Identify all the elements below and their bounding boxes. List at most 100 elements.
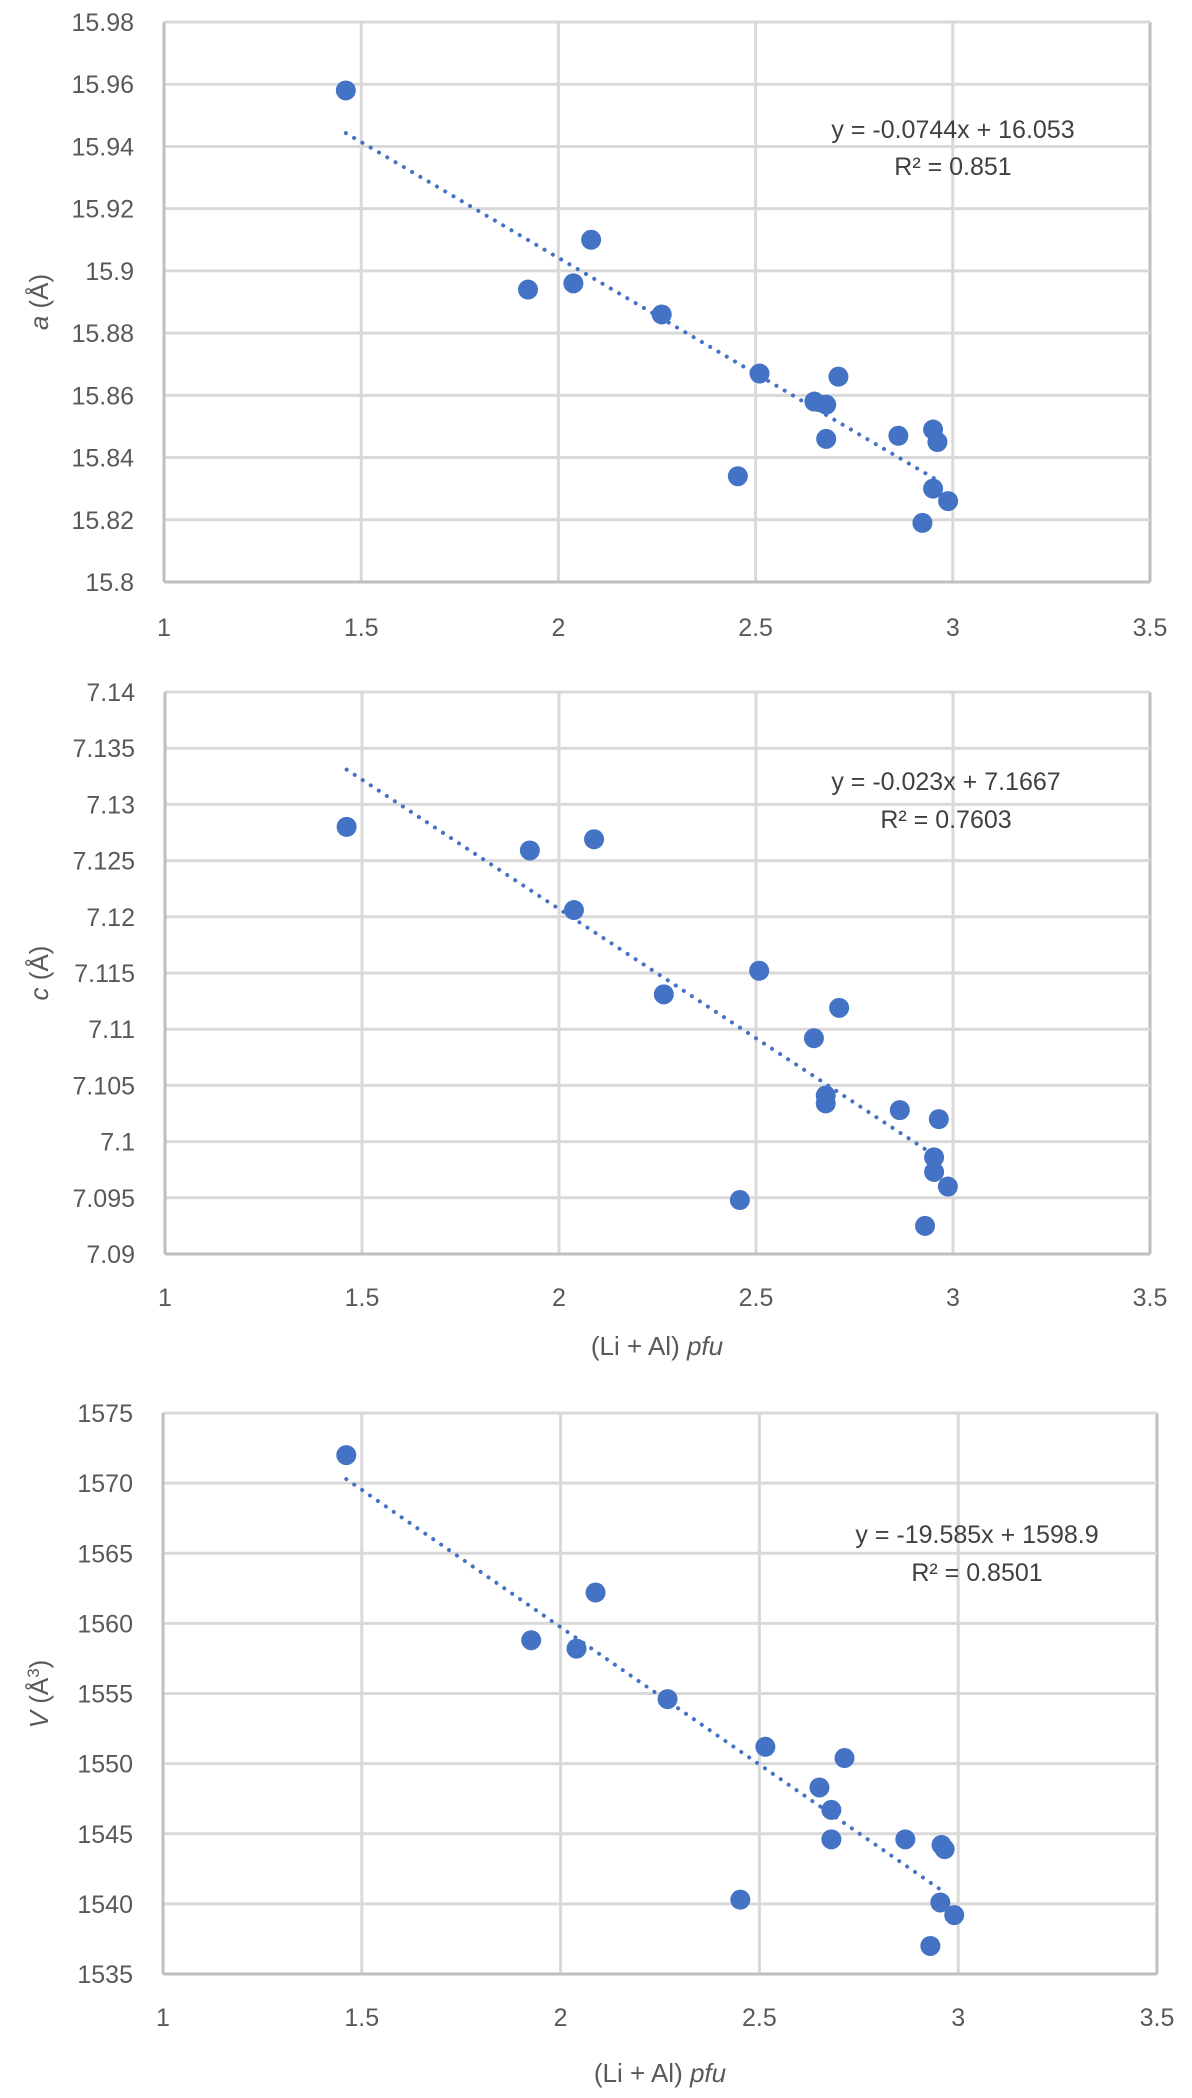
data-point	[749, 363, 770, 384]
y-axis-title-unit: (Å	[24, 1677, 54, 1711]
y-tick-label: 1560	[77, 1610, 133, 1638]
data-point	[938, 491, 959, 512]
y-axis-title: V (Å3)	[24, 1660, 55, 1729]
x-tick-labels: 1 1.5 2 2.5 3 3.5	[156, 2004, 1174, 2032]
chart-a-parameter: 1 1.5 2 2.5 3 3.5 15.815.8215.8415.8615.8815.…	[24, 9, 1167, 642]
data-point	[749, 960, 770, 981]
x-tick-label: 1.5	[345, 1284, 380, 1312]
x-tick-labels: 1 1.5 2 2.5 3 3.5	[158, 1284, 1167, 1312]
x-axis-title: (Li + Al) pfu	[591, 1331, 723, 1361]
y-axis-title-exponent: 3	[24, 1668, 43, 1677]
y-tick-label: 15.82	[71, 507, 134, 535]
y-tick-label: 7.13	[86, 791, 135, 819]
data-point	[336, 1445, 357, 1466]
trendline-dotted	[344, 767, 939, 1159]
data-point	[828, 366, 849, 387]
y-axis-title-unit: (Å)	[24, 946, 54, 988]
data-points	[335, 80, 959, 533]
x-tick-label: 1	[158, 1284, 172, 1312]
trendline-equation: y = -19.585x + 1598.9	[855, 1521, 1098, 1549]
y-tick-label: 7.11	[88, 1016, 135, 1044]
y-tick-label: 15.88	[71, 320, 134, 348]
data-point	[923, 478, 944, 499]
r-squared-label: R² = 0.851	[894, 153, 1011, 181]
x-axis-title-unit: pfu	[689, 2058, 726, 2088]
data-point	[336, 816, 357, 837]
data-point	[888, 425, 909, 446]
data-point	[563, 900, 584, 921]
y-tick-label: 15.8	[85, 569, 134, 597]
y-tick-label: 15.9	[85, 258, 134, 286]
data-point	[821, 1829, 842, 1850]
data-point	[912, 512, 933, 533]
y-axis-title-unit: (Å)	[24, 274, 54, 316]
x-axis-title-text: (Li + Al)	[591, 1331, 687, 1361]
x-tick-label: 2	[551, 614, 565, 642]
trendline-equation: y = -0.023x + 7.1667	[831, 768, 1060, 796]
data-point	[816, 428, 837, 449]
y-tick-label: 7.125	[72, 848, 135, 876]
data-point	[816, 394, 837, 415]
trendline-dotted	[343, 131, 939, 482]
data-point	[920, 1935, 941, 1956]
y-tick-label: 1550	[77, 1751, 133, 1779]
y-tick-label: 15.96	[71, 71, 134, 99]
x-tick-label: 3	[946, 614, 960, 642]
x-tick-label: 3.5	[1133, 614, 1168, 642]
y-tick-label: 7.14	[86, 679, 135, 707]
y-tick-label: 15.92	[71, 196, 134, 224]
data-point	[937, 1176, 958, 1197]
data-point	[581, 229, 602, 250]
data-point	[755, 1736, 776, 1757]
y-tick-label: 15.86	[71, 382, 134, 410]
x-tick-label: 2	[554, 2004, 568, 2032]
y-tick-label: 1555	[77, 1681, 133, 1709]
data-point	[335, 80, 356, 101]
data-point	[927, 432, 948, 452]
trendline-equation: y = -0.0744x + 16.053	[831, 116, 1074, 144]
x-tick-label: 2.5	[742, 2004, 777, 2032]
y-tick-label: 7.12	[86, 904, 135, 932]
y-tick-labels: 7.09 7.095 7.1 7.105 7.11 7.115 7.12 7.125 7.13 7…	[72, 679, 135, 1269]
y-tick-label: 1535	[77, 1961, 133, 1989]
data-point	[809, 1777, 830, 1798]
x-tick-label: 1	[156, 2004, 170, 2032]
x-axis-title-text: (Li + Al)	[594, 2058, 690, 2088]
r-squared-label: R² = 0.7603	[880, 806, 1011, 834]
data-point	[518, 279, 539, 300]
trendline	[343, 131, 939, 482]
x-tick-label: 1.5	[344, 614, 379, 642]
x-tick-label: 2	[552, 1284, 566, 1312]
data-point	[657, 1689, 678, 1710]
x-tick-label: 3.5	[1133, 1284, 1168, 1312]
r-squared-label: R² = 0.8501	[911, 1559, 1042, 1587]
x-tick-label: 3	[946, 1284, 960, 1312]
data-point	[521, 1630, 542, 1651]
y-tick-label: 7.1	[100, 1129, 135, 1157]
data-point	[930, 1892, 951, 1913]
y-axis-title-var: a	[24, 316, 54, 330]
y-axis-title-var: V	[24, 1708, 54, 1728]
grid	[162, 20, 1152, 584]
x-tick-label: 1	[157, 614, 171, 642]
x-tick-labels: 1 1.5 2 2.5 3 3.5	[157, 614, 1167, 642]
y-tick-labels: 1535 1540 1545 1550 1555 1560 1565 1570 1575	[77, 1400, 133, 1989]
y-tick-label: 15.94	[71, 133, 134, 161]
data-point	[915, 1215, 936, 1236]
y-tick-label: 1570	[77, 1470, 133, 1498]
x-tick-label: 3.5	[1140, 2004, 1175, 2032]
data-point	[924, 1161, 945, 1182]
x-tick-label: 2.5	[739, 1284, 774, 1312]
data-points	[336, 816, 958, 1236]
data-point	[821, 1799, 842, 1820]
trendline-dotted	[344, 1477, 945, 1893]
data-point	[815, 1093, 836, 1114]
data-point	[928, 1109, 949, 1130]
data-point	[829, 997, 850, 1018]
y-axis-title: a (Å)	[24, 274, 54, 330]
data-point	[889, 1100, 910, 1121]
y-tick-label: 15.84	[71, 445, 134, 473]
y-tick-label: 1575	[77, 1400, 133, 1428]
y-axis-title-var: c	[24, 987, 54, 1000]
